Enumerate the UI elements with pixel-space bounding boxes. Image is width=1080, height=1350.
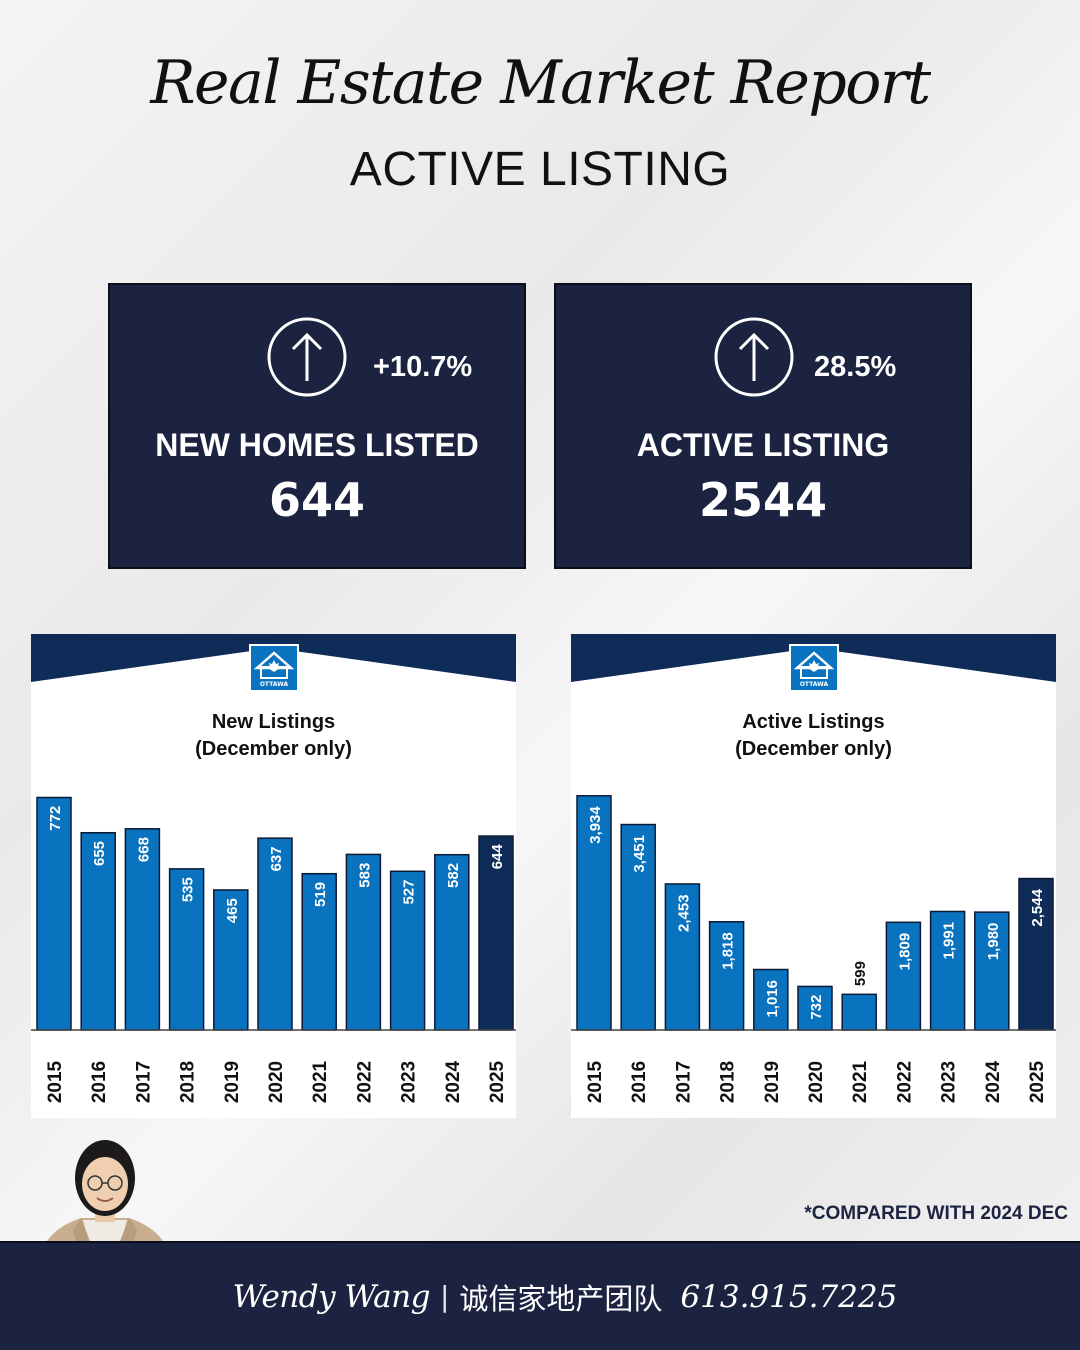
data-label: 1,016 xyxy=(764,980,781,1018)
data-label: 3,934 xyxy=(587,806,604,844)
chart-subtitle: (December only) xyxy=(195,738,352,760)
data-label: 772 xyxy=(47,806,64,831)
chart-title: Active Listings xyxy=(742,711,884,733)
chart-bar xyxy=(797,985,833,1031)
chart-bar xyxy=(434,853,470,1031)
data-label: 1,980 xyxy=(985,923,1002,961)
chart-panel-active-listings: OTTAWA Active Listings (December only) 3,93… xyxy=(571,634,1056,1118)
x-tick-label: 2024 xyxy=(443,1060,464,1103)
chart-bar xyxy=(80,831,116,1031)
chart-bar xyxy=(124,828,161,1031)
stat-card-new-homes: +10.7% NEW HOMES LISTED 644 xyxy=(108,283,526,569)
phone-number: 613.915.7225 xyxy=(680,1278,898,1315)
logo-text: OTTAWA xyxy=(260,681,289,688)
x-tick-label: 2018 xyxy=(718,1061,739,1103)
data-label: 465 xyxy=(224,898,241,923)
data-label: 1,818 xyxy=(720,932,737,970)
new-listings-chart: OTTAWA New Listings (December only) 772 2015… xyxy=(31,634,516,1103)
data-label: 1,809 xyxy=(896,933,913,971)
x-tick-label: 2021 xyxy=(310,1060,331,1103)
report-subtitle: ACTIVE LISTING xyxy=(349,143,731,196)
data-label: 637 xyxy=(268,846,285,871)
chart-title: New Listings xyxy=(212,711,335,733)
x-tick-label: 2017 xyxy=(133,1061,154,1103)
chart-header-banner xyxy=(571,634,1056,682)
data-label: 3,451 xyxy=(631,835,648,873)
data-label: 527 xyxy=(401,880,418,905)
chart-header-banner xyxy=(31,634,516,682)
stat-change: +10.7% xyxy=(373,351,473,383)
comparison-footnote: *COMPARED WITH 2024 DEC xyxy=(804,1203,1068,1224)
chart-panel-new-listings: OTTAWA New Listings (December only) 772 2015… xyxy=(31,634,516,1118)
chart-bar xyxy=(974,911,1010,1031)
data-label: 668 xyxy=(135,837,152,862)
x-tick-label: 2018 xyxy=(178,1061,199,1103)
data-label: 1,991 xyxy=(941,922,958,960)
x-tick-label: 2016 xyxy=(629,1061,650,1103)
data-label: 732 xyxy=(808,995,825,1020)
x-tick-label: 2020 xyxy=(266,1061,287,1103)
x-tick-label: 2016 xyxy=(89,1061,110,1103)
stat-value: 2544 xyxy=(698,473,828,527)
stat-value: 644 xyxy=(268,473,366,527)
footer-bar: Wendy Wang | 诚信家地产团队 613.915.7225 xyxy=(0,1241,1080,1350)
active-listings-chart: OTTAWA Active Listings (December only) 3,93… xyxy=(571,634,1056,1103)
chart-bar xyxy=(301,872,337,1031)
x-tick-label: 2023 xyxy=(399,1061,420,1103)
team-name: 诚信家地产团队 xyxy=(459,1281,663,1316)
x-tick-label: 2022 xyxy=(354,1061,375,1103)
x-tick-label: 2017 xyxy=(673,1061,694,1103)
x-tick-label: 2025 xyxy=(1027,1060,1048,1103)
stat-label: NEW HOMES LISTED xyxy=(155,427,479,463)
report-title: Real Estate Market Report xyxy=(150,48,931,118)
chart-subtitle: (December only) xyxy=(735,738,892,760)
x-tick-label: 2019 xyxy=(222,1061,243,1103)
data-label: 644 xyxy=(489,844,506,870)
chart-bar xyxy=(664,883,701,1031)
data-label: 599 xyxy=(852,961,869,986)
chart-bar xyxy=(389,870,426,1031)
x-tick-label: 2021 xyxy=(850,1060,871,1103)
agent-name: Wendy Wang xyxy=(232,1278,431,1315)
x-tick-label: 2023 xyxy=(939,1061,960,1103)
chart-bar xyxy=(213,889,249,1031)
x-tick-label: 2024 xyxy=(983,1060,1004,1103)
x-tick-label: 2015 xyxy=(585,1060,606,1103)
chart-bar xyxy=(841,993,877,1031)
chart-bar xyxy=(345,853,382,1031)
data-label: 2,453 xyxy=(675,894,692,932)
chart-bar xyxy=(885,921,922,1031)
ottawa-real-estate-board-logo-icon: OTTAWA xyxy=(249,644,299,692)
x-tick-label: 2015 xyxy=(45,1060,66,1103)
x-tick-label: 2019 xyxy=(762,1061,783,1103)
ottawa-real-estate-board-logo-icon: OTTAWA xyxy=(789,644,839,692)
chart-bar xyxy=(257,837,293,1031)
x-tick-label: 2022 xyxy=(894,1061,915,1103)
data-label: 655 xyxy=(91,841,108,866)
x-tick-label: 2020 xyxy=(806,1061,827,1103)
chart-bar xyxy=(1018,877,1054,1031)
data-label: 535 xyxy=(180,877,197,902)
stat-card-active-listing: 28.5% ACTIVE LISTING 2544 xyxy=(554,283,972,569)
data-label: 583 xyxy=(356,863,373,888)
chart-bar xyxy=(36,796,72,1031)
chart-bar xyxy=(929,910,966,1031)
x-tick-label: 2025 xyxy=(487,1060,508,1103)
chart-bar xyxy=(620,823,656,1031)
logo-text: OTTAWA xyxy=(800,681,829,688)
stat-label: ACTIVE LISTING xyxy=(636,427,890,463)
arrow-up-circle-icon xyxy=(714,317,794,397)
data-label: 519 xyxy=(312,882,329,907)
chart-bar xyxy=(478,835,514,1031)
stat-change: 28.5% xyxy=(814,351,897,383)
data-label: 2,544 xyxy=(1029,888,1046,926)
chart-bar xyxy=(168,868,205,1031)
chart-bar xyxy=(753,968,789,1031)
data-label: 582 xyxy=(445,863,462,888)
footer-separator: | xyxy=(439,1280,450,1313)
arrow-up-circle-icon xyxy=(267,317,347,397)
